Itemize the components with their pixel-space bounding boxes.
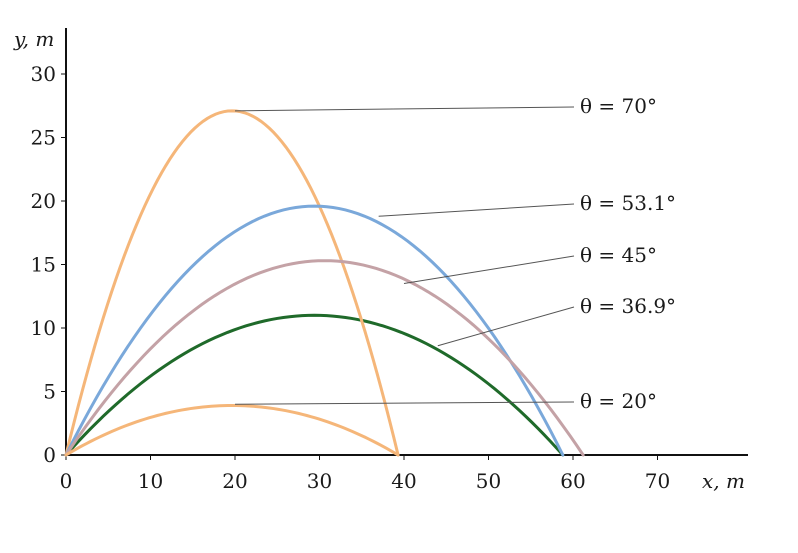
x-tick-label: 40 [391,469,416,493]
y-tick-label: 0 [43,443,56,467]
x-tick-label: 60 [560,469,585,493]
x-tick-label: 10 [138,469,163,493]
trajectory-line [64,259,585,457]
trajectory-line [64,313,565,457]
trajectory-line [64,403,400,457]
legend-leader-line [234,106,575,112]
y-tick-label: 30 [31,62,56,86]
trajectory-line [64,109,400,457]
trajectory-curves [64,109,585,457]
legend-leader-line [437,306,575,347]
legend-leader-line [378,203,575,217]
y-tick-label: 10 [31,316,56,340]
y-tick-label: 25 [31,126,56,150]
y-tick-label: 15 [31,253,56,277]
legend-label: θ = 20° [580,389,657,413]
y-tick-label: 5 [43,380,56,404]
x-tick-label: 0 [60,469,73,493]
y-axis-label: y, m [13,27,54,51]
legend-label: θ = 70° [580,94,657,118]
legend-leader-line [403,255,575,285]
legend-label: θ = 36.9° [580,294,676,318]
legend-leader-line [234,401,575,405]
legend-label: θ = 45° [580,243,657,267]
x-tick-label: 70 [645,469,670,493]
y-tick-label: 20 [31,189,56,213]
x-tick-label: 30 [307,469,332,493]
x-tick-label: 20 [222,469,247,493]
trajectory-line [64,204,565,457]
legend-label: θ = 53.1° [580,191,676,215]
x-axis-label: x, m [702,469,745,493]
x-tick-label: 50 [476,469,501,493]
axes: 0 10 20 30 40 50 60 70 0 5 10 15 20 25 30 [31,28,748,493]
legend: θ = 70° θ = 53.1° θ = 45° θ = 36.9° θ = 20° [234,94,676,413]
